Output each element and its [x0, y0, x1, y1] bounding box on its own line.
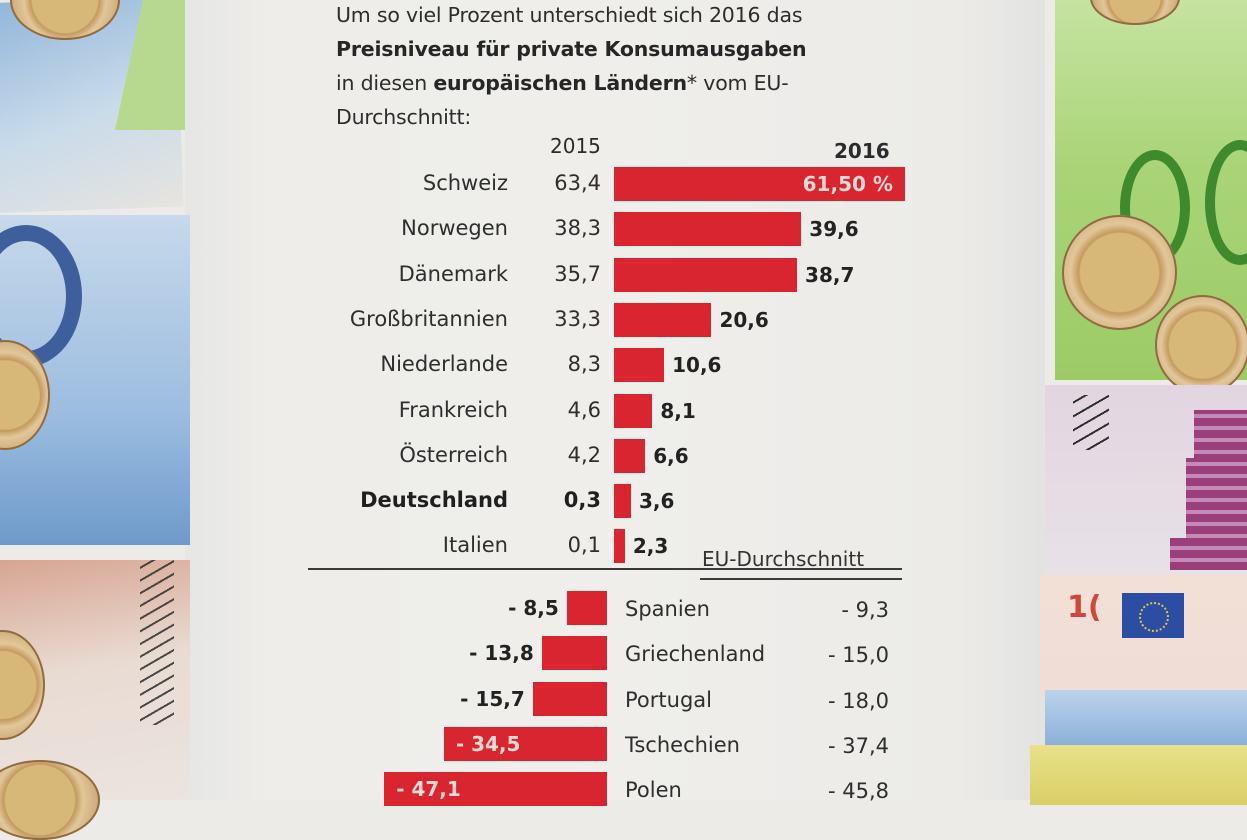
country-label: Norwegen [401, 216, 508, 241]
title-line-3a: in diesen [336, 71, 434, 95]
column-header-2015: 2015 [550, 134, 601, 158]
bar-2016 [614, 257, 798, 292]
value-2015: 4,6 [567, 397, 601, 422]
value-2016: 38,7 [805, 262, 855, 287]
value-2016: - 15,7 [460, 686, 525, 711]
bar-2016 [614, 167, 905, 201]
coin-image [1062, 215, 1177, 330]
banknote-numeral [1205, 140, 1247, 265]
country-label: Österreich [399, 442, 508, 467]
country-label: Frankreich [398, 397, 508, 422]
country-label: Griechenland [625, 642, 766, 667]
value-2016: 6,6 [653, 443, 689, 468]
bar-2016 [614, 302, 712, 337]
value-2015: 0,3 [563, 488, 601, 513]
banknote-hatching [1073, 395, 1109, 450]
bar-2016 [614, 212, 802, 247]
bar-2016 [614, 393, 653, 428]
country-label: Polen [625, 778, 682, 803]
country-label: Portugal [625, 687, 712, 712]
value-2016: - 8,5 [508, 596, 559, 620]
value-2015: - 18,0 [827, 688, 889, 713]
country-label: Dänemark [398, 261, 508, 286]
value-2016: 10,6 [672, 353, 722, 378]
value-2016: - 34,5 [455, 731, 521, 756]
title-line-3b: europäischen Ländern [433, 71, 687, 95]
country-label: Großbritannien [349, 306, 508, 331]
bar-2016 [566, 591, 607, 625]
banknote-image [1030, 745, 1247, 805]
value-2015: 35,7 [554, 261, 601, 286]
value-2016: - 47,1 [396, 777, 461, 802]
bar-2016 [614, 484, 632, 519]
value-2016: 3,6 [639, 489, 675, 514]
value-2016: - 13,8 [469, 641, 534, 666]
banknote-numeral: 1( [1067, 590, 1102, 625]
bar-2016 [532, 681, 607, 716]
title-line-1: Um so viel Prozent unterschiedt sich 201… [336, 3, 803, 27]
value-2016: 39,6 [809, 217, 859, 242]
banknote-hatching [140, 560, 174, 725]
bar-2016 [614, 348, 665, 383]
value-2015: 63,4 [554, 171, 601, 195]
value-2015: - 37,4 [827, 733, 889, 758]
value-2015: 4,2 [567, 442, 601, 467]
bar-2016 [614, 438, 646, 473]
eu-flag-icon [1122, 593, 1184, 638]
value-2015: 8,3 [567, 352, 601, 377]
country-label: Tschechien [625, 732, 740, 757]
eu-average-label: EU-Durchschnitt [702, 547, 865, 571]
title-line-2: Preisniveau für private Konsumausgaben [336, 37, 807, 61]
coin-image [1155, 295, 1247, 395]
eu-average-line [308, 568, 902, 570]
value-2016: 61,50 % [802, 172, 893, 196]
value-2016: 8,1 [660, 398, 696, 423]
value-2015: - 9,3 [841, 598, 889, 622]
eu-average-underline [700, 578, 902, 580]
value-2015: - 45,8 [827, 779, 889, 804]
column-header-2016: 2016 [834, 139, 890, 163]
country-label: Niederlande [380, 352, 508, 377]
title-line-3c: * vom EU- [686, 71, 789, 95]
bar-2016 [541, 636, 607, 671]
country-label: Schweiz [422, 171, 508, 195]
value-2015: 38,3 [554, 216, 601, 241]
value-2016: 2,3 [632, 534, 669, 559]
value-2015: - 15,0 [827, 643, 889, 668]
value-2015: 0,1 [567, 533, 601, 558]
value-2016: 20,6 [719, 307, 769, 332]
value-2015: 33,3 [554, 306, 601, 331]
title-line-4: Durchschnitt: [336, 105, 472, 129]
country-label: Italien [442, 533, 508, 558]
bar-2016 [614, 529, 625, 564]
country-label: Spanien [625, 597, 710, 621]
bar-2016 [443, 726, 607, 761]
country-label: Deutschland [360, 488, 508, 513]
